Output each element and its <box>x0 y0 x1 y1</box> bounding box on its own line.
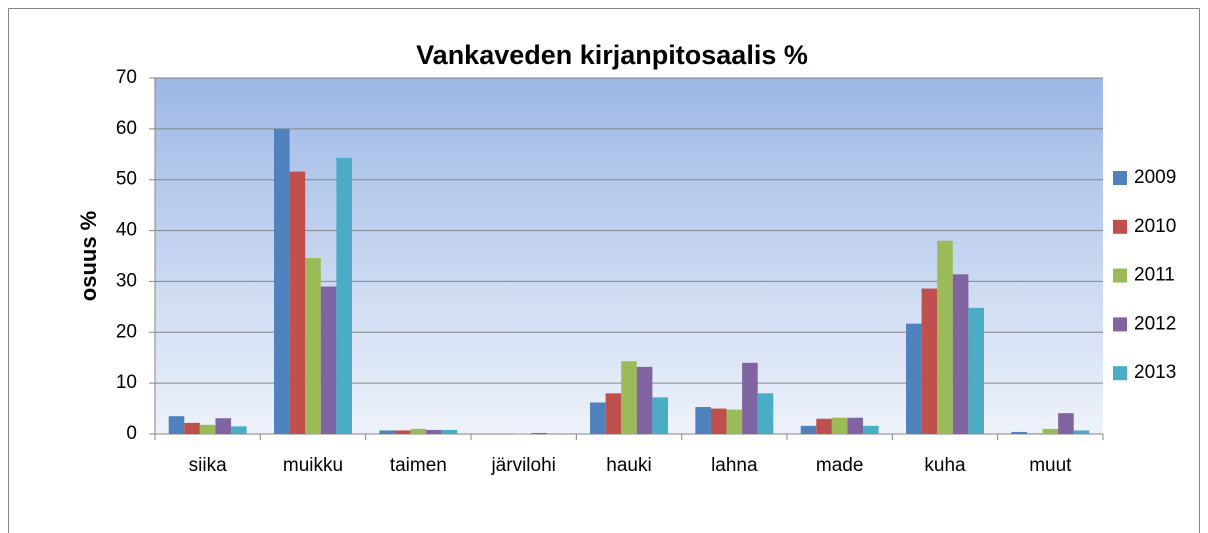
legend-swatch <box>1113 171 1127 185</box>
legend-label: 2012 <box>1134 313 1176 334</box>
bar <box>231 426 247 434</box>
bar <box>168 416 185 434</box>
bar <box>336 157 352 435</box>
x-tick-label: made <box>816 455 864 476</box>
bar <box>831 417 848 434</box>
legend-label: 2013 <box>1134 362 1176 383</box>
legend-label: 2011 <box>1134 265 1175 286</box>
x-tick-label: järvilohi <box>490 455 555 476</box>
bar <box>410 428 427 434</box>
bar <box>800 425 817 434</box>
bar <box>742 362 758 434</box>
bar <box>816 418 832 434</box>
bar <box>531 432 548 434</box>
x-tick-label: muikku <box>283 455 343 476</box>
bar <box>937 240 953 434</box>
legend-swatch <box>1113 219 1127 234</box>
bar <box>426 429 442 434</box>
bar <box>274 128 290 434</box>
y-tick-label: 20 <box>116 321 137 342</box>
bar <box>863 425 879 434</box>
bar <box>215 418 232 434</box>
bar <box>305 258 321 434</box>
bar <box>952 274 969 434</box>
bar <box>921 288 938 434</box>
bar <box>515 433 532 434</box>
x-tick-label: siika <box>189 455 227 476</box>
bar <box>1058 413 1074 434</box>
x-tick-label: hauki <box>606 455 651 476</box>
x-tick-label: muut <box>1029 455 1072 476</box>
bar <box>968 307 984 434</box>
legend-swatch <box>1113 366 1127 381</box>
legend-label: 2009 <box>1134 167 1176 188</box>
bar <box>847 417 864 434</box>
y-tick-label: 40 <box>116 220 137 241</box>
bar <box>1042 428 1059 434</box>
legend-label: 2010 <box>1134 216 1176 237</box>
bar <box>320 286 337 434</box>
y-tick-label: 30 <box>116 270 137 291</box>
bar <box>652 397 668 434</box>
bar <box>394 430 411 434</box>
bar <box>547 433 563 434</box>
y-axis-label: osuus % <box>76 211 101 301</box>
bar <box>1026 433 1043 434</box>
y-tick-label: 70 <box>116 67 137 88</box>
chart-title: Vankaveden kirjanpitosaalis % <box>416 40 808 70</box>
x-tick-label: kuha <box>924 455 966 476</box>
y-tick-label: 50 <box>116 169 137 190</box>
bar <box>710 408 727 434</box>
bar <box>1073 430 1090 434</box>
x-tick-label: lahna <box>711 455 758 476</box>
bar <box>441 429 458 434</box>
frame <box>8 8 1200 533</box>
legend-swatch <box>1113 268 1127 283</box>
x-tick-label: taimen <box>390 455 447 476</box>
bar <box>590 402 606 434</box>
bar <box>621 361 637 434</box>
bar <box>605 393 622 434</box>
bar <box>695 407 711 434</box>
bar <box>906 323 922 434</box>
bar <box>636 366 653 434</box>
y-tick-label: 10 <box>116 372 137 393</box>
bar <box>289 171 306 434</box>
bar <box>726 409 743 434</box>
bar <box>379 430 395 434</box>
bar <box>757 393 774 434</box>
y-tick-label: 0 <box>126 423 137 444</box>
legend-swatch <box>1113 317 1127 332</box>
bar <box>184 422 200 434</box>
y-tick-label: 60 <box>116 118 137 139</box>
bar <box>199 424 216 434</box>
bar <box>1011 431 1027 434</box>
